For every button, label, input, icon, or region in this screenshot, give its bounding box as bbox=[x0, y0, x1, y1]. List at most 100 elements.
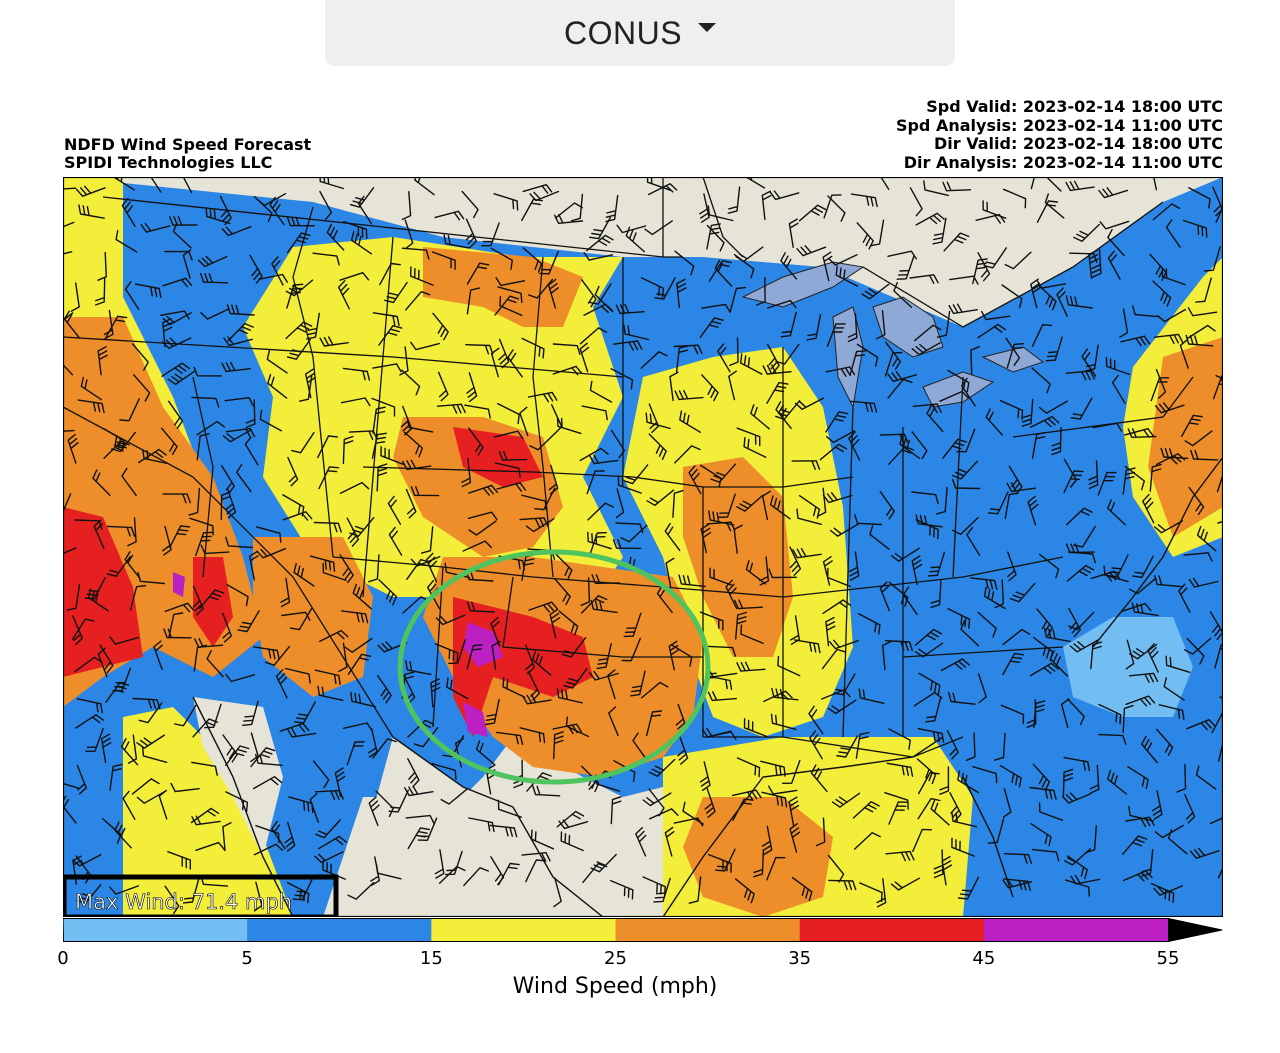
wind-barb bbox=[1056, 287, 1068, 317]
wind-barb bbox=[553, 877, 562, 908]
wind-barb bbox=[1107, 769, 1128, 795]
wind-barb bbox=[410, 266, 434, 286]
wind-barb bbox=[317, 835, 347, 850]
wind-barb bbox=[114, 821, 132, 849]
wind-barb bbox=[766, 381, 789, 404]
wind-barb bbox=[819, 443, 848, 461]
wind-barb bbox=[1120, 335, 1151, 347]
wind-barb bbox=[236, 464, 252, 493]
wind-barb bbox=[490, 347, 500, 378]
wind-barb bbox=[1132, 555, 1154, 578]
wind-barb bbox=[507, 349, 523, 378]
wind-barb bbox=[579, 327, 608, 345]
wind-barb bbox=[1209, 611, 1223, 641]
wind-barb bbox=[237, 610, 260, 633]
wind-barb bbox=[196, 420, 225, 436]
wind-barb bbox=[988, 491, 1009, 515]
wind-barb bbox=[1002, 652, 1025, 676]
wind-barb bbox=[1154, 575, 1182, 588]
wind-barb bbox=[829, 523, 859, 537]
wind-barb bbox=[1045, 336, 1063, 362]
wind-barb bbox=[1006, 343, 1024, 369]
wind-barb bbox=[767, 343, 780, 374]
wind-barb bbox=[553, 731, 564, 760]
wind-barb bbox=[941, 855, 953, 886]
wind-barb bbox=[588, 283, 612, 305]
colorbar-tick-label: 0 bbox=[57, 948, 69, 969]
wind-barb bbox=[280, 577, 291, 608]
wind-barb bbox=[318, 466, 340, 490]
wind-barb bbox=[410, 341, 440, 351]
wind-barb bbox=[589, 216, 611, 240]
wind-barb bbox=[87, 588, 110, 612]
wind-barb bbox=[1151, 790, 1163, 820]
wind-barb bbox=[899, 434, 921, 459]
wind-barb bbox=[887, 250, 917, 260]
wind-barb bbox=[206, 650, 224, 678]
wind-barb bbox=[286, 216, 316, 227]
wind-barb bbox=[113, 177, 135, 191]
wind-barb bbox=[647, 183, 678, 196]
wind-barb bbox=[497, 286, 523, 303]
wind-barb bbox=[699, 611, 724, 631]
wind-barb bbox=[223, 336, 253, 347]
highlight-circle bbox=[397, 549, 711, 785]
map-title-block: NDFD Wind Speed Forecast SPIDI Technolog… bbox=[64, 136, 311, 172]
wind-barb bbox=[849, 400, 878, 413]
wind-barb bbox=[334, 767, 346, 798]
wind-barb bbox=[119, 398, 140, 422]
wind-barb bbox=[914, 642, 944, 658]
wind-barb bbox=[525, 859, 546, 883]
wind-barb bbox=[468, 427, 484, 456]
wind-barb bbox=[1183, 552, 1213, 562]
wind-barb bbox=[475, 740, 496, 766]
wind-barb bbox=[887, 371, 918, 382]
wind-barb bbox=[825, 366, 856, 377]
wind-barb bbox=[219, 195, 232, 226]
wind-barb bbox=[1156, 728, 1174, 756]
wind-barb bbox=[522, 693, 552, 705]
wind-barb bbox=[317, 685, 344, 701]
wind-barb bbox=[134, 283, 162, 298]
wind-barb bbox=[387, 495, 402, 525]
wind-barb bbox=[707, 205, 734, 222]
wind-barb bbox=[1067, 698, 1085, 726]
wind-barb bbox=[853, 832, 881, 850]
wind-barb bbox=[286, 727, 317, 738]
wind-barb bbox=[1063, 470, 1084, 494]
wind-barb bbox=[285, 321, 313, 340]
wind-barb bbox=[553, 214, 584, 224]
colorbar-bin bbox=[431, 918, 616, 942]
wind-barb bbox=[342, 367, 371, 381]
wind-barb bbox=[528, 601, 559, 613]
wind-barb bbox=[1188, 187, 1211, 209]
wind-barb bbox=[664, 826, 675, 857]
wind-barb bbox=[1183, 637, 1212, 655]
wind-barb bbox=[1030, 278, 1041, 309]
wind-barb bbox=[886, 762, 914, 777]
wind-barb bbox=[827, 567, 851, 588]
wind-barb bbox=[676, 278, 687, 308]
wind-barb bbox=[563, 668, 588, 689]
wind-barb bbox=[169, 525, 191, 549]
wind-barb bbox=[1152, 203, 1181, 221]
wind-barb bbox=[912, 828, 932, 853]
wind-barb bbox=[400, 405, 413, 436]
wind-barb bbox=[1215, 375, 1223, 380]
wind-barb bbox=[1063, 756, 1091, 772]
wind-barb bbox=[76, 884, 102, 904]
wind-barb bbox=[911, 491, 939, 505]
wind-barb bbox=[191, 815, 221, 826]
wind-barb bbox=[653, 877, 671, 903]
coastlines bbox=[192, 456, 1223, 917]
wind-barb bbox=[1032, 763, 1051, 791]
wind-barb bbox=[127, 517, 137, 547]
region-dropdown[interactable]: CONUS bbox=[325, 0, 955, 66]
wind-barb bbox=[688, 876, 702, 904]
wind-barb bbox=[255, 753, 283, 766]
wind-barb bbox=[269, 196, 285, 226]
wind-barb bbox=[835, 265, 859, 287]
wind-barb bbox=[951, 516, 979, 535]
wind-barb bbox=[642, 792, 672, 807]
colorbar-tick-label: 55 bbox=[1156, 948, 1180, 969]
